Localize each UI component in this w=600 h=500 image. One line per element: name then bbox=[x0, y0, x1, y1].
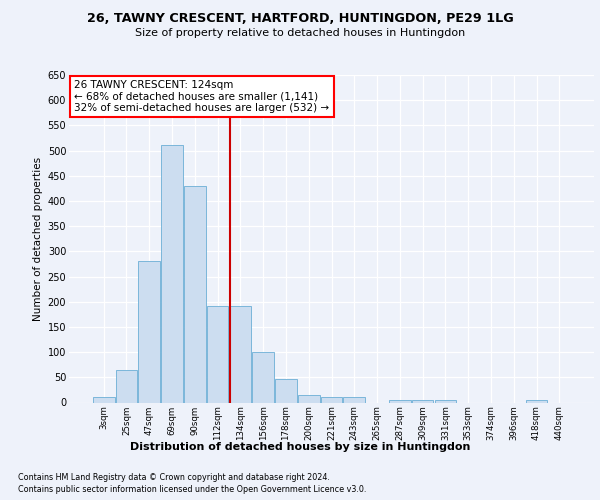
Bar bbox=[526, 400, 547, 402]
Bar bbox=[253, 352, 274, 403]
Bar bbox=[275, 380, 297, 402]
Bar bbox=[207, 306, 229, 402]
Bar bbox=[230, 306, 251, 402]
Bar bbox=[139, 262, 160, 402]
Y-axis label: Number of detached properties: Number of detached properties bbox=[34, 156, 43, 321]
Text: Contains public sector information licensed under the Open Government Licence v3: Contains public sector information licen… bbox=[18, 485, 367, 494]
Text: 26 TAWNY CRESCENT: 124sqm
← 68% of detached houses are smaller (1,141)
32% of se: 26 TAWNY CRESCENT: 124sqm ← 68% of detac… bbox=[74, 80, 329, 113]
Text: Contains HM Land Registry data © Crown copyright and database right 2024.: Contains HM Land Registry data © Crown c… bbox=[18, 472, 330, 482]
Text: Size of property relative to detached houses in Huntingdon: Size of property relative to detached ho… bbox=[135, 28, 465, 38]
Text: Distribution of detached houses by size in Huntingdon: Distribution of detached houses by size … bbox=[130, 442, 470, 452]
Bar bbox=[343, 397, 365, 402]
Bar bbox=[93, 398, 115, 402]
Bar bbox=[320, 397, 343, 402]
Bar bbox=[412, 400, 433, 402]
Text: 26, TAWNY CRESCENT, HARTFORD, HUNTINGDON, PE29 1LG: 26, TAWNY CRESCENT, HARTFORD, HUNTINGDON… bbox=[86, 12, 514, 26]
Bar bbox=[389, 400, 410, 402]
Bar bbox=[434, 400, 456, 402]
Bar bbox=[184, 186, 206, 402]
Bar bbox=[116, 370, 137, 402]
Bar bbox=[161, 144, 183, 402]
Bar bbox=[298, 395, 320, 402]
